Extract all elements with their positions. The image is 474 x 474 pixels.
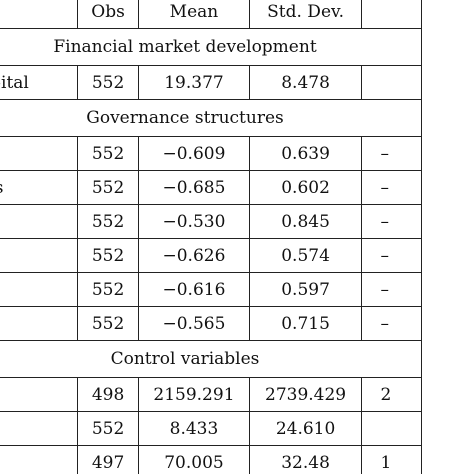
- mean-cell: 8.433: [138, 411, 250, 446]
- section-row: Control variables: [0, 340, 422, 378]
- std-dev-cell: 0.715: [248, 306, 363, 341]
- table-row: 552 8.433 24.610: [0, 411, 422, 446]
- obs-cell: 497: [76, 445, 140, 474]
- header-row: Obs Mean Std. Dev.: [0, 0, 422, 29]
- row-label: [0, 411, 78, 446]
- table-row: 497 70.005 32.48 1: [0, 445, 422, 474]
- obs-cell: 552: [76, 238, 140, 273]
- obs-cell: 552: [76, 204, 140, 239]
- extra-cell: [361, 65, 422, 100]
- mean-cell: 19.377: [138, 65, 250, 100]
- extra-cell: –: [361, 272, 422, 307]
- mean-cell: −0.609: [138, 136, 250, 171]
- obs-cell: 498: [76, 377, 140, 412]
- extra-cell: –: [361, 170, 422, 205]
- mean-cell: −0.626: [138, 238, 250, 273]
- section-title: Governance structures: [0, 99, 422, 137]
- extra-cell: 1: [361, 445, 422, 474]
- mean-cell: −0.565: [138, 306, 250, 341]
- mean-cell: 70.005: [138, 445, 250, 474]
- row-label: [0, 204, 78, 239]
- row-label: [0, 238, 78, 273]
- row-label: [0, 272, 78, 307]
- section-title: Control variables: [0, 340, 422, 378]
- extra-cell: [361, 411, 422, 446]
- section-title: Financial market development: [0, 28, 422, 66]
- extra-cell: –: [361, 136, 422, 171]
- obs-cell: 552: [76, 306, 140, 341]
- extra-cell: –: [361, 238, 422, 273]
- header-obs: Obs: [76, 0, 140, 29]
- obs-cell: 552: [76, 411, 140, 446]
- extra-cell: 2: [361, 377, 422, 412]
- section-row: Governance structures: [0, 99, 422, 137]
- header-std-dev: Std. Dev.: [248, 0, 363, 29]
- header-mean: Mean: [138, 0, 250, 29]
- std-dev-cell: 0.597: [248, 272, 363, 307]
- mean-cell: −0.530: [138, 204, 250, 239]
- row-label: n: [0, 136, 78, 171]
- header-extra-cell: [361, 0, 422, 29]
- row-label: uct: [0, 377, 78, 412]
- descriptive-statistics-table: Obs Mean Std. Dev. Financial market deve…: [0, 0, 422, 474]
- obs-cell: 552: [76, 170, 140, 205]
- mean-cell: 2159.291: [138, 377, 250, 412]
- obs-cell: 552: [76, 136, 140, 171]
- section-row: Financial market development: [0, 28, 422, 66]
- std-dev-cell: 0.639: [248, 136, 363, 171]
- row-label: e capital: [0, 65, 78, 100]
- std-dev-cell: 32.48: [248, 445, 363, 474]
- std-dev-cell: 0.574: [248, 238, 363, 273]
- row-label: lity: [0, 306, 78, 341]
- obs-cell: 552: [76, 65, 140, 100]
- row-label: [0, 445, 78, 474]
- std-dev-cell: 2739.429: [248, 377, 363, 412]
- extra-cell: –: [361, 204, 422, 239]
- std-dev-cell: 0.602: [248, 170, 363, 205]
- table-row: 552 −0.626 0.574–: [0, 238, 422, 273]
- table-row: 552 −0.616 0.597–: [0, 272, 422, 307]
- row-label: eness: [0, 170, 78, 205]
- std-dev-cell: 0.845: [248, 204, 363, 239]
- extra-cell: –: [361, 306, 422, 341]
- mean-cell: −0.616: [138, 272, 250, 307]
- table-row: 552 −0.530 0.845–: [0, 204, 422, 239]
- header-label-cell: [0, 0, 78, 29]
- mean-cell: −0.685: [138, 170, 250, 205]
- obs-cell: 552: [76, 272, 140, 307]
- std-dev-cell: 24.610: [248, 411, 363, 446]
- std-dev-cell: 8.478: [248, 65, 363, 100]
